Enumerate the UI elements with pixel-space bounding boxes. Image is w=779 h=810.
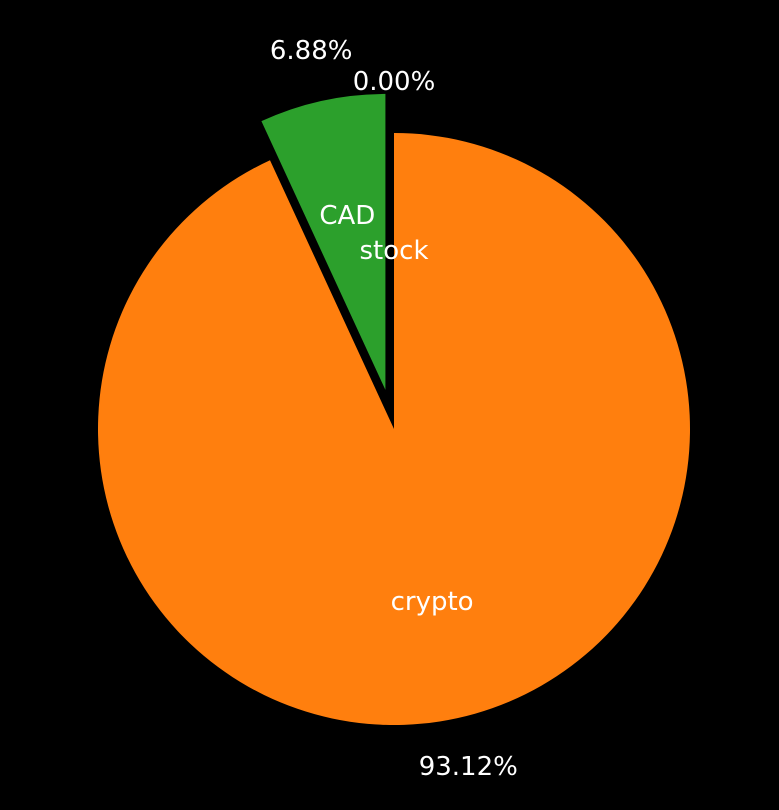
slice-percent-crypto: 93.12% <box>419 752 518 782</box>
slice-percent-stock: 0.00% <box>353 67 436 97</box>
slice-label-crypto: crypto <box>391 587 474 617</box>
labels-layer: stock 0.00% crypto 93.12% CAD 6.88% <box>270 36 518 782</box>
pie-slice-crypto <box>98 133 690 726</box>
slice-label-cad: CAD <box>319 201 375 231</box>
slices-layer <box>98 93 690 726</box>
pie-slice-cad <box>261 93 386 390</box>
slice-label-stock: stock <box>360 236 429 266</box>
slice-percent-cad: 6.88% <box>270 36 353 66</box>
